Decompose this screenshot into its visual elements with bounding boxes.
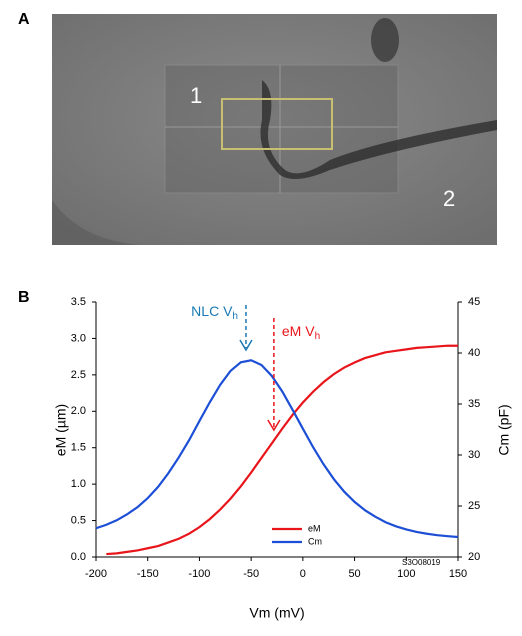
stamp: S3O08019	[402, 558, 441, 567]
y2-tick-label: 45	[468, 296, 480, 308]
x-tick-label: -150	[137, 568, 159, 580]
y2-tick-label: 30	[468, 449, 480, 461]
y-tick-label: 0.5	[71, 514, 86, 526]
panel-label: A	[18, 11, 30, 28]
region-label: 2	[443, 186, 455, 211]
panel-label: B	[18, 289, 30, 306]
y2-axis-label: Cm (pF)	[496, 404, 512, 455]
legend-label: Cm	[308, 536, 322, 546]
y2-tick-label: 20	[468, 551, 480, 563]
y2-tick-label: 35	[468, 398, 480, 410]
annotation-arrowhead	[267, 419, 281, 432]
x-tick-label: -50	[243, 568, 259, 580]
x-tick-label: 150	[449, 568, 467, 580]
y-tick-label: 1.0	[71, 478, 86, 490]
y-tick-label: 0.0	[71, 551, 86, 563]
y-tick-label: 3.0	[71, 332, 86, 344]
y2-tick-label: 40	[468, 347, 480, 359]
annotation: eM Vh	[282, 323, 320, 342]
annotation: NLC Vh	[191, 303, 238, 322]
annotation-text: eM V	[282, 323, 315, 339]
legend-label: eM	[308, 523, 321, 533]
series-line	[95, 359, 459, 539]
y2-tick-label: 25	[468, 500, 480, 512]
region-label: 1	[190, 83, 202, 108]
y-tick-label: 2.5	[71, 369, 86, 381]
series-line	[106, 344, 458, 556]
x-tick-label: 100	[397, 568, 415, 580]
x-tick-label: 0	[300, 568, 306, 580]
x-tick-label: -100	[188, 568, 210, 580]
y-tick-label: 2.0	[71, 405, 86, 417]
annotation-subscript: h	[315, 331, 321, 342]
annotation-text: NLC V	[191, 303, 233, 319]
micrograph	[52, 14, 497, 245]
x-tick-label: 50	[348, 568, 360, 580]
y-axis-label: eM (µm)	[53, 404, 69, 456]
annotation-subscript: h	[232, 311, 238, 322]
y-tick-label: 3.5	[71, 296, 86, 308]
y-tick-label: 1.5	[71, 442, 86, 454]
annotation-arrowhead	[239, 339, 253, 352]
x-axis-label: Vm (mV)	[249, 605, 304, 621]
x-tick-label: -200	[85, 568, 107, 580]
